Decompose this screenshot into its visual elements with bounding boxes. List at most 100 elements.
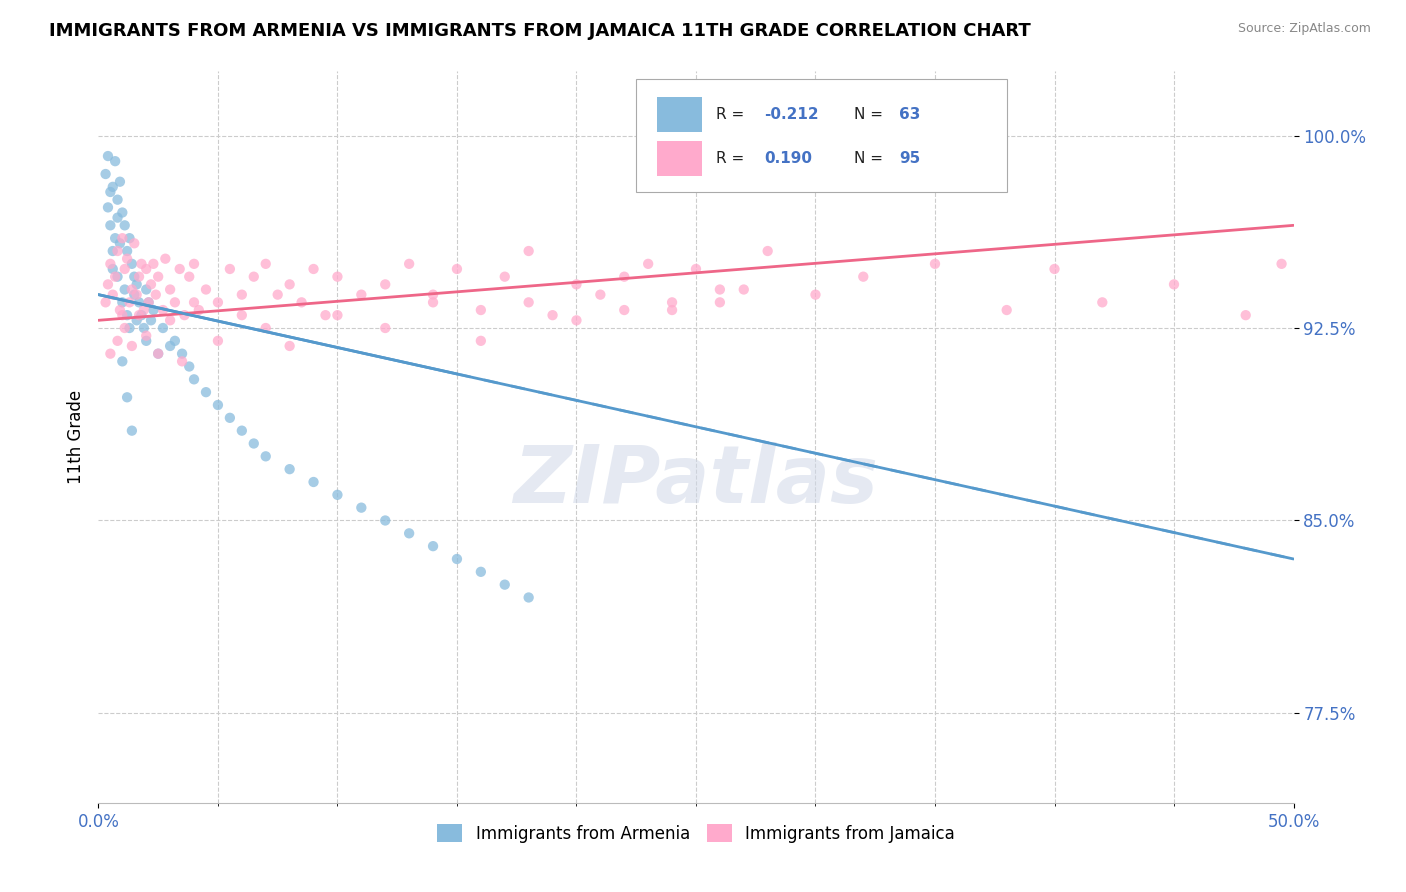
- Point: [131, 308, 153, 322]
- Point: [446, 552, 468, 566]
- Point: [148, 346, 170, 360]
- Point: [637, 257, 659, 271]
- Point: [302, 475, 325, 489]
- Point: [661, 303, 683, 318]
- Point: [278, 277, 301, 292]
- Point: [254, 321, 277, 335]
- Point: [135, 262, 157, 277]
- Point: [517, 591, 540, 605]
- FancyBboxPatch shape: [637, 78, 1007, 192]
- Text: N =: N =: [853, 107, 887, 121]
- Point: [350, 500, 373, 515]
- Point: [173, 308, 195, 322]
- Point: [517, 295, 540, 310]
- Point: [446, 262, 468, 277]
- Point: [613, 269, 636, 284]
- Point: [128, 295, 150, 310]
- Point: [145, 287, 167, 301]
- Point: [104, 154, 127, 169]
- Point: [219, 262, 242, 277]
- Point: [169, 262, 191, 277]
- Point: [142, 257, 165, 271]
- Point: [733, 283, 755, 297]
- Point: [97, 200, 120, 214]
- Point: [374, 277, 396, 292]
- Point: [278, 462, 301, 476]
- Point: [291, 295, 314, 310]
- Text: 63: 63: [900, 107, 921, 121]
- Point: [207, 295, 229, 310]
- Point: [398, 526, 420, 541]
- Point: [267, 287, 290, 301]
- Point: [195, 283, 218, 297]
- Point: [108, 236, 131, 251]
- Point: [172, 354, 194, 368]
- Point: [115, 244, 138, 258]
- Point: [115, 252, 138, 266]
- Point: [97, 277, 120, 292]
- Text: Source: ZipAtlas.com: Source: ZipAtlas.com: [1237, 22, 1371, 36]
- Point: [111, 308, 134, 322]
- Text: IMMIGRANTS FROM ARMENIA VS IMMIGRANTS FROM JAMAICA 11TH GRADE CORRELATION CHART: IMMIGRANTS FROM ARMENIA VS IMMIGRANTS FR…: [49, 22, 1031, 40]
- Point: [207, 398, 229, 412]
- Point: [111, 205, 134, 219]
- Point: [852, 269, 875, 284]
- Point: [121, 339, 143, 353]
- Text: N =: N =: [853, 151, 887, 166]
- Point: [422, 295, 444, 310]
- Point: [108, 175, 131, 189]
- Point: [107, 211, 129, 225]
- Point: [494, 577, 516, 591]
- Point: [302, 262, 325, 277]
- Point: [613, 303, 636, 318]
- Point: [94, 295, 117, 310]
- Point: [517, 244, 540, 258]
- Point: [422, 287, 444, 301]
- Point: [118, 231, 141, 245]
- Point: [131, 257, 153, 271]
- Point: [94, 167, 117, 181]
- Point: [132, 321, 155, 335]
- Point: [152, 303, 174, 318]
- Point: [1091, 295, 1114, 310]
- Point: [470, 334, 492, 348]
- Text: 0.190: 0.190: [763, 151, 813, 166]
- Point: [107, 244, 129, 258]
- Text: R =: R =: [716, 107, 749, 121]
- Point: [661, 295, 683, 310]
- Point: [107, 269, 129, 284]
- Point: [254, 450, 277, 464]
- Point: [111, 354, 134, 368]
- Point: [128, 308, 150, 322]
- Point: [589, 287, 612, 301]
- Point: [159, 313, 181, 327]
- Point: [115, 308, 138, 322]
- Point: [470, 565, 492, 579]
- Point: [470, 303, 492, 318]
- Point: [374, 514, 396, 528]
- Point: [101, 244, 124, 258]
- Point: [114, 219, 136, 233]
- Point: [685, 262, 707, 277]
- Point: [231, 308, 253, 322]
- Point: [159, 339, 181, 353]
- Point: [179, 359, 201, 374]
- Point: [148, 346, 170, 360]
- Point: [219, 410, 242, 425]
- Point: [422, 539, 444, 553]
- Point: [107, 193, 129, 207]
- Point: [155, 252, 177, 266]
- Point: [98, 219, 122, 233]
- Point: [565, 277, 588, 292]
- Point: [139, 313, 162, 327]
- Point: [138, 295, 160, 310]
- Point: [278, 339, 301, 353]
- Point: [135, 283, 157, 297]
- Point: [152, 321, 174, 335]
- Point: [709, 283, 731, 297]
- Point: [494, 269, 516, 284]
- Point: [326, 269, 349, 284]
- Point: [104, 231, 127, 245]
- Point: [124, 287, 146, 301]
- Point: [101, 262, 124, 277]
